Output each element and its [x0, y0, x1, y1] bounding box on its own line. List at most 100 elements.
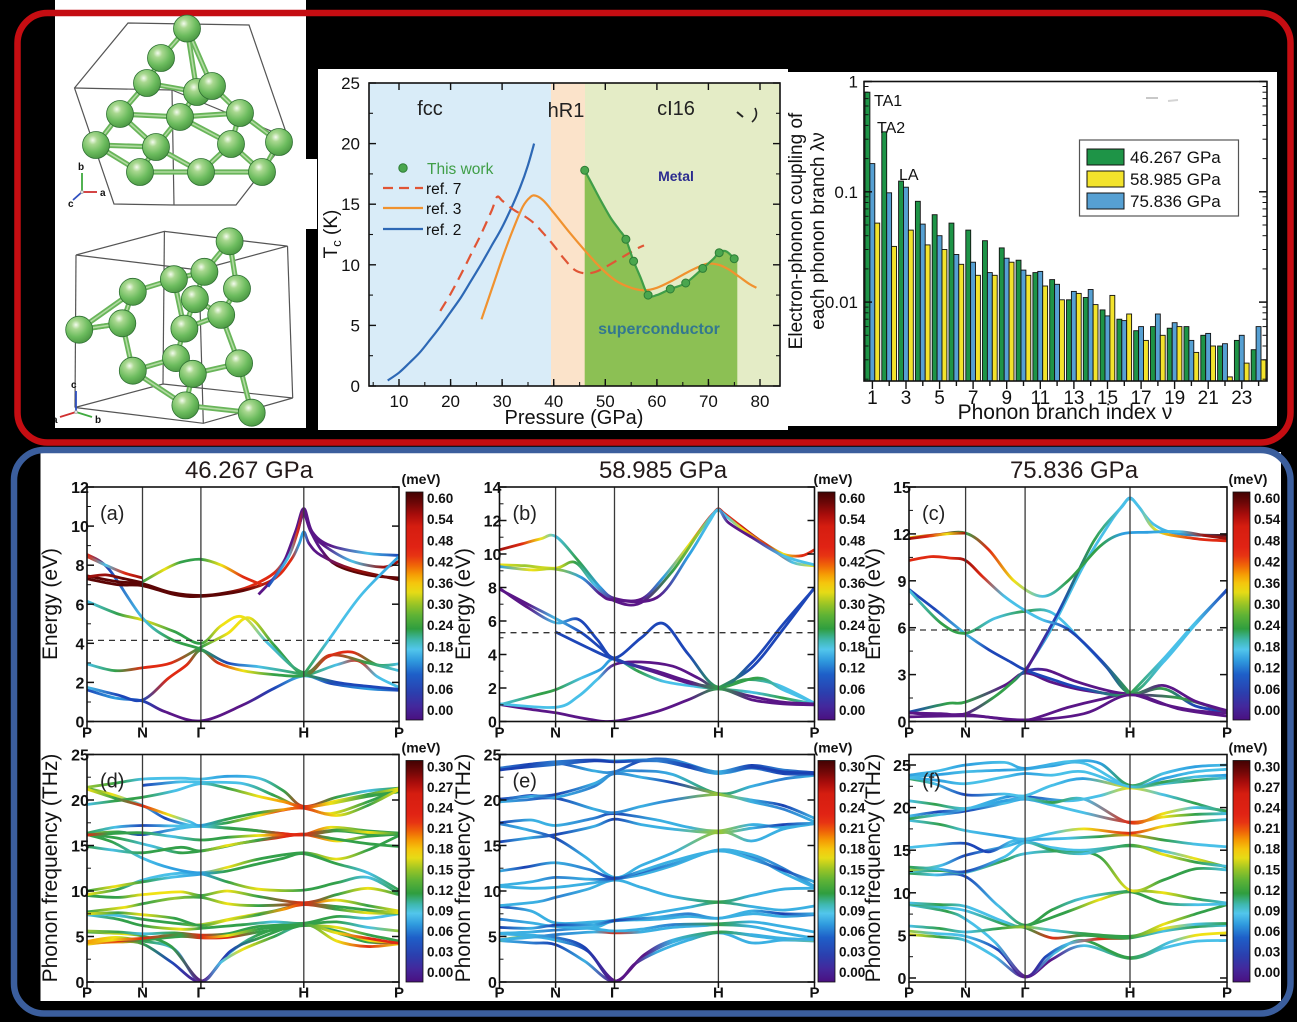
- svg-text:0.30: 0.30: [839, 597, 865, 612]
- svg-text:4: 4: [76, 636, 85, 653]
- svg-text:0.18: 0.18: [839, 639, 866, 654]
- svg-text:12: 12: [893, 527, 911, 544]
- svg-text:20: 20: [341, 135, 360, 154]
- svg-text:0.27: 0.27: [427, 780, 453, 795]
- svg-text:0.24: 0.24: [1254, 618, 1281, 633]
- svg-text:10: 10: [484, 884, 502, 901]
- svg-text:0.24: 0.24: [839, 801, 866, 816]
- svg-text:0.30: 0.30: [427, 597, 453, 612]
- svg-text:5: 5: [76, 930, 85, 947]
- svg-text:0.00: 0.00: [1254, 965, 1280, 980]
- svg-text:Metal: Metal: [658, 168, 694, 184]
- svg-text:Tc (K): Tc (K): [321, 210, 344, 259]
- svg-text:0.42: 0.42: [839, 555, 865, 570]
- svg-text:0.00: 0.00: [839, 965, 865, 980]
- svg-text:0: 0: [351, 377, 360, 396]
- svg-text:Γ: Γ: [1021, 725, 1030, 742]
- svg-text:0.03: 0.03: [839, 944, 866, 959]
- svg-text:0.27: 0.27: [1254, 780, 1280, 795]
- svg-text:P: P: [1222, 985, 1232, 1002]
- svg-text:25: 25: [484, 748, 502, 765]
- svg-text:0: 0: [898, 715, 907, 732]
- svg-text:N: N: [550, 985, 561, 1002]
- svg-text:(meV): (meV): [814, 740, 853, 756]
- svg-text:46.267 GPa: 46.267 GPa: [185, 457, 314, 484]
- svg-text:0: 0: [488, 715, 497, 732]
- svg-text:10: 10: [484, 547, 502, 564]
- svg-text:ref. 7: ref. 7: [426, 181, 461, 198]
- svg-text:0.36: 0.36: [839, 576, 866, 591]
- svg-text:N: N: [960, 985, 971, 1002]
- svg-text:10: 10: [390, 392, 409, 411]
- svg-text:15: 15: [893, 480, 911, 497]
- svg-text:P: P: [809, 725, 819, 742]
- svg-text:23: 23: [1231, 388, 1252, 409]
- svg-text:Γ: Γ: [1021, 985, 1030, 1002]
- svg-text:75.836 GPa: 75.836 GPa: [1130, 192, 1221, 211]
- svg-text:(meV): (meV): [1229, 471, 1268, 487]
- svg-text:70: 70: [699, 392, 718, 411]
- svg-text:0.09: 0.09: [427, 903, 453, 918]
- svg-text:Γ: Γ: [196, 725, 205, 742]
- svg-text:(meV): (meV): [402, 471, 441, 487]
- svg-text:0.30: 0.30: [427, 760, 453, 775]
- svg-text:0.24: 0.24: [427, 801, 454, 816]
- svg-text:N: N: [550, 725, 561, 742]
- svg-text:1: 1: [849, 73, 858, 92]
- svg-text:0.12: 0.12: [427, 883, 453, 898]
- svg-text:P: P: [494, 985, 504, 1002]
- svg-text:15: 15: [341, 195, 360, 214]
- svg-text:Energy (eV): Energy (eV): [452, 548, 475, 660]
- svg-text:0.09: 0.09: [1254, 903, 1280, 918]
- svg-text:H: H: [713, 985, 724, 1002]
- svg-text:0.12: 0.12: [1254, 883, 1280, 898]
- svg-text:H: H: [1125, 985, 1136, 1002]
- svg-text:H: H: [1125, 725, 1136, 742]
- svg-text:0.00: 0.00: [839, 703, 865, 718]
- svg-text:0.12: 0.12: [1254, 661, 1280, 676]
- svg-text:0.00: 0.00: [427, 703, 453, 718]
- svg-text:5: 5: [488, 930, 497, 947]
- svg-text:0.54: 0.54: [839, 512, 866, 527]
- svg-text:5: 5: [898, 928, 907, 945]
- svg-text:0.27: 0.27: [839, 780, 865, 795]
- svg-text:0.12: 0.12: [427, 661, 453, 676]
- svg-text:Electron-phonon coupling of: Electron-phonon coupling of: [786, 112, 807, 349]
- svg-text:P: P: [394, 985, 404, 1002]
- svg-text:0.18: 0.18: [839, 842, 866, 857]
- svg-text:Phonon frequency (THz): Phonon frequency (THz): [39, 754, 62, 983]
- svg-text:0.06: 0.06: [1254, 682, 1281, 697]
- svg-text:15: 15: [71, 839, 89, 856]
- svg-text:15: 15: [484, 839, 502, 856]
- svg-text:(a): (a): [100, 503, 124, 525]
- svg-text:0.30: 0.30: [1254, 597, 1280, 612]
- svg-text:0.60: 0.60: [839, 491, 865, 506]
- svg-text:0.00: 0.00: [427, 965, 453, 980]
- svg-text:4: 4: [488, 648, 497, 665]
- svg-text:7: 7: [968, 388, 979, 409]
- svg-text:(meV): (meV): [1229, 740, 1268, 756]
- svg-text:60: 60: [647, 392, 666, 411]
- svg-text:a: a: [52, 415, 58, 426]
- svg-text:9: 9: [898, 574, 907, 591]
- svg-text:75.836 GPa: 75.836 GPa: [1010, 457, 1139, 484]
- svg-text:0.48: 0.48: [1254, 533, 1281, 548]
- svg-text:0.12: 0.12: [839, 883, 865, 898]
- svg-text:0.1: 0.1: [834, 183, 858, 202]
- svg-text:This work: This work: [427, 161, 494, 178]
- svg-text:P: P: [1222, 725, 1232, 742]
- svg-text:(d): (d): [100, 771, 124, 793]
- svg-text:Γ: Γ: [196, 985, 205, 1002]
- svg-text:c: c: [71, 380, 77, 391]
- svg-text:8: 8: [76, 558, 85, 575]
- svg-text:6: 6: [898, 621, 907, 638]
- svg-text:0.06: 0.06: [1254, 924, 1281, 939]
- svg-text:19: 19: [1164, 388, 1185, 409]
- svg-text:0.30: 0.30: [1254, 760, 1280, 775]
- svg-text:0.18: 0.18: [1254, 639, 1281, 654]
- svg-text:P: P: [82, 725, 92, 742]
- svg-text:P: P: [494, 725, 504, 742]
- svg-text:0.42: 0.42: [1254, 555, 1280, 570]
- svg-text:Phonon frequency (THz): Phonon frequency (THz): [862, 754, 885, 983]
- svg-text:80: 80: [751, 392, 770, 411]
